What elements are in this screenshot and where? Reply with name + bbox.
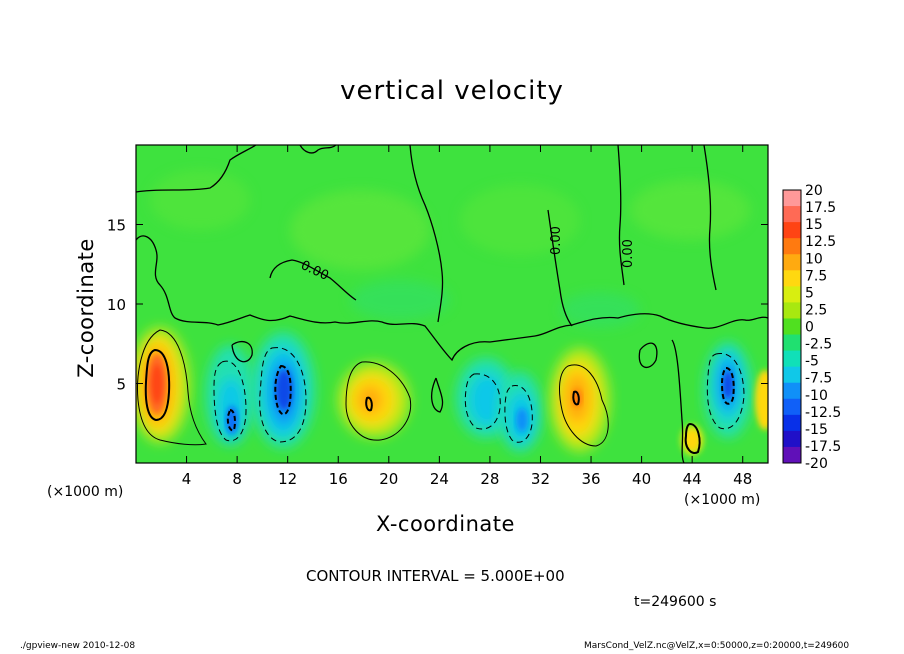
colorbar-swatch [783,350,801,368]
contour-labels: 0.00 0.00 0.00 [298,226,636,284]
colorbar-swatch [783,366,801,384]
x-tick-label: 8 [232,470,242,488]
colorbar-swatch [783,254,801,271]
colorbar-swatch [783,446,801,464]
colorbar-swatch [783,398,801,416]
x-tick-label: 36 [581,470,600,488]
x-tick-label: 32 [531,470,550,488]
chart-title: vertical velocity [340,76,564,106]
negative-contours [213,347,745,443]
colorbar-swatch [783,222,801,239]
field-layer: 0.00 0.00 0.00 [136,145,768,463]
x-tick-label: 4 [182,470,192,488]
colorbar-swatch [783,302,801,319]
y-tick-label: 5 [116,376,126,394]
colorbar-label: -10 [805,388,828,404]
colorbar-label: -17.5 [805,439,841,455]
time-label: t=249600 s [634,594,717,610]
colorbar-label: 15 [805,217,823,233]
colorbar-label: 10 [805,251,823,267]
colorbar-swatch [783,430,801,448]
x-tick-label: 16 [329,470,348,488]
colorbar-swatch [783,318,801,336]
velocity-cells [136,327,768,456]
colorbar-swatch [783,190,801,207]
colorbar-label: -7.5 [805,371,832,387]
x-tick-label: 12 [278,470,297,488]
colorbar-label: 2.5 [805,302,827,318]
colorbar-label: 17.5 [805,200,836,216]
colorbar-label: 7.5 [805,268,827,284]
colorbar-label: 0 [805,320,814,336]
colorbar-label: -2.5 [805,337,832,353]
colorbar-frame [782,189,802,464]
contour-label: 0.00 [621,239,636,268]
x-unit-label: (×1000 m) [47,484,124,500]
x-tick-label: 28 [480,470,499,488]
colorbar-swatch [783,206,801,223]
footer-right: MarsCond_VelZ.nc@VelZ,x=0:50000,z=0:2000… [584,641,850,651]
zero-contours [136,145,768,463]
colorbar-label: 5 [805,285,814,301]
strong-negative-contours [226,364,735,432]
x-tick-label: 48 [733,470,752,488]
colorbar-swatch [783,414,801,432]
strong-contours [144,348,701,454]
colorbar-label: -20 [805,456,828,472]
colorbar-swatch [783,286,801,303]
x-tick-label: 24 [430,470,449,488]
colorbar-swatch [783,238,801,255]
colorbar-label: -5 [805,354,819,370]
contour-label: 0.00 [549,226,564,255]
y-axis-label: Z-coordinate [74,238,98,378]
contour-interval-note: CONTOUR INTERVAL = 5.000E+00 [306,567,565,585]
x-axis-label: X-coordinate [376,512,515,536]
y-tick-label: 10 [107,296,126,314]
colorbar-label: -12.5 [805,405,841,421]
footer-left: ./gpview-new 2010-12-08 [20,641,136,651]
colorbar-label: 12.5 [805,234,836,250]
colorbar-swatch [783,382,801,400]
x-tick-label: 44 [683,470,702,488]
x-unit-label-right: (×1000 m) [684,492,761,508]
colorbar-label: 20 [805,183,823,199]
x-tick-label: 40 [632,470,651,488]
x-tick-label: 20 [379,470,398,488]
colorbar-swatch [783,334,801,352]
colorbar-swatch [783,270,801,287]
colorbar-label: -15 [805,422,828,438]
y-tick-label: 15 [107,217,126,235]
